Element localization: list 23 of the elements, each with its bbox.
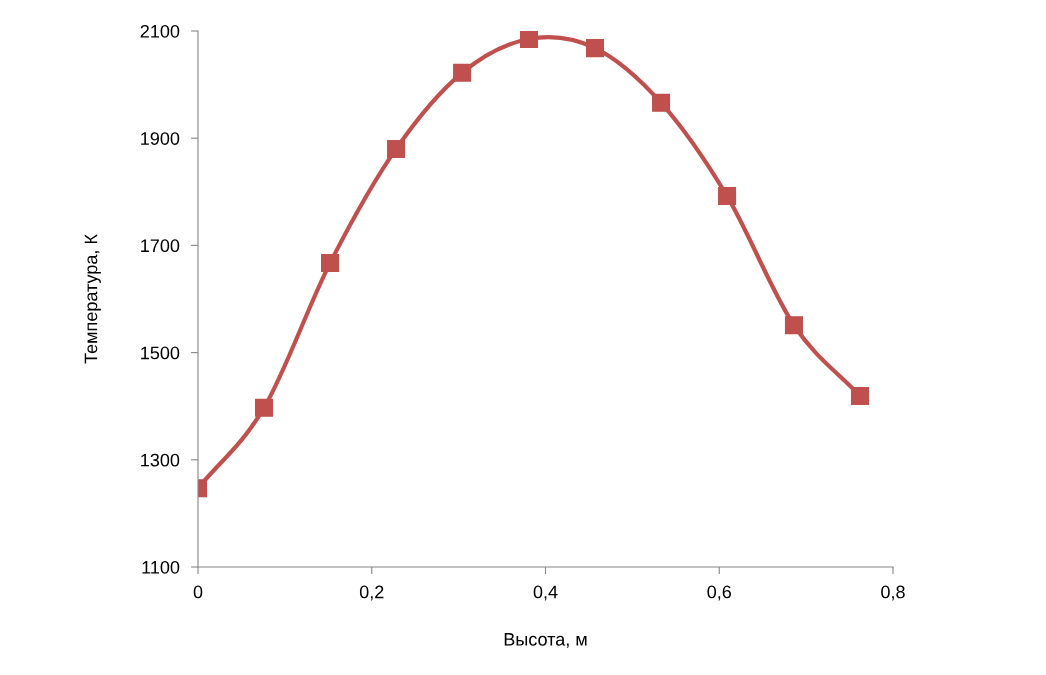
y-tick-label: 1900 [141, 132, 180, 145]
y-tick-label: 2100 [140, 24, 180, 38]
y-tick-label: 1100 [142, 560, 180, 574]
point [784, 316, 803, 335]
y-axis-title: Температура, К [84, 234, 101, 364]
y-tick-label: 1700 [141, 239, 180, 253]
y-tick-label: 1500 [141, 346, 180, 360]
point [585, 39, 605, 58]
point [519, 31, 539, 49]
point [387, 139, 406, 158]
point [321, 254, 340, 273]
y-tick-label: 1300 [141, 453, 180, 467]
point [652, 93, 671, 112]
x-axis-title: Высота, м [504, 633, 587, 648]
point [254, 398, 274, 417]
x-tick-label: 0,6 [707, 585, 732, 601]
x-tick-label: 0,8 [881, 585, 905, 601]
x-tick-label: 0,2 [359, 585, 384, 601]
point [453, 63, 472, 82]
point [718, 187, 737, 206]
x-tick-label: 0 [193, 585, 203, 599]
x-tick-label: 0,4 [533, 585, 558, 601]
point [850, 386, 870, 406]
